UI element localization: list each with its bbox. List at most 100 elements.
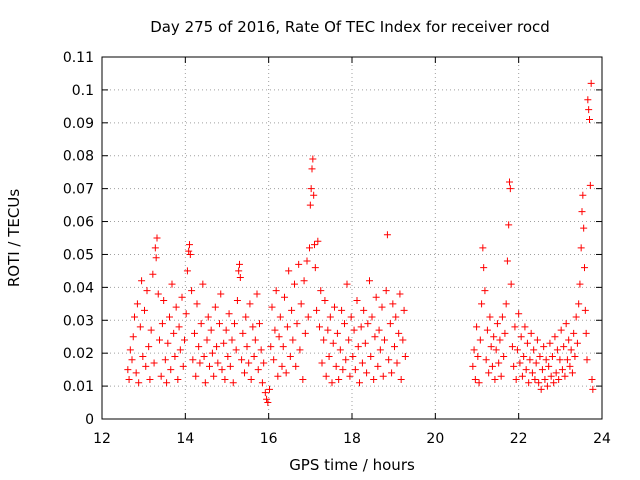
data-point bbox=[486, 313, 494, 321]
x-tick-label: 16 bbox=[260, 431, 278, 447]
data-point bbox=[571, 352, 579, 360]
data-point bbox=[126, 346, 134, 354]
data-point bbox=[333, 329, 341, 337]
data-point bbox=[329, 339, 337, 347]
data-point bbox=[318, 359, 326, 367]
x-tick-label: 18 bbox=[343, 431, 361, 447]
data-point bbox=[345, 336, 353, 344]
data-point bbox=[206, 362, 213, 370]
data-point bbox=[507, 280, 515, 288]
y-tick-label: 0.1 bbox=[72, 83, 94, 99]
data-point bbox=[501, 329, 509, 337]
data-point bbox=[542, 356, 550, 364]
data-point bbox=[226, 362, 234, 370]
data-point bbox=[479, 244, 487, 252]
x-tick-label: 12 bbox=[93, 431, 111, 447]
data-point bbox=[231, 320, 238, 328]
data-point bbox=[557, 326, 565, 334]
data-point bbox=[152, 254, 160, 262]
data-point bbox=[517, 333, 525, 341]
data-point bbox=[208, 349, 216, 357]
y-tick-label: 0.03 bbox=[63, 313, 94, 329]
data-point bbox=[322, 372, 330, 380]
data-point bbox=[314, 237, 322, 245]
y-tick-label: 0.08 bbox=[63, 149, 94, 165]
data-point bbox=[210, 372, 218, 380]
data-point bbox=[389, 300, 397, 308]
data-point bbox=[533, 336, 541, 344]
data-point bbox=[168, 280, 176, 288]
data-point bbox=[156, 336, 163, 344]
data-point bbox=[500, 352, 508, 360]
data-point bbox=[242, 313, 250, 321]
data-point bbox=[128, 356, 136, 364]
data-point bbox=[586, 116, 593, 124]
data-point bbox=[395, 329, 403, 337]
data-point bbox=[578, 208, 586, 216]
data-point bbox=[351, 366, 359, 374]
data-point bbox=[179, 362, 187, 370]
data-point bbox=[371, 333, 379, 341]
data-point bbox=[166, 313, 173, 321]
data-point bbox=[469, 362, 477, 370]
data-point bbox=[577, 244, 585, 252]
data-point bbox=[306, 201, 314, 209]
data-point bbox=[505, 221, 513, 229]
data-point bbox=[581, 306, 589, 314]
data-point bbox=[147, 326, 155, 334]
data-point bbox=[171, 352, 179, 360]
data-point bbox=[303, 257, 311, 265]
data-point bbox=[374, 362, 382, 370]
data-point bbox=[555, 376, 563, 384]
data-point bbox=[518, 372, 526, 380]
data-point bbox=[250, 352, 258, 360]
data-point bbox=[175, 323, 183, 331]
data-point bbox=[397, 376, 405, 384]
data-point bbox=[241, 369, 248, 377]
data-point bbox=[496, 336, 504, 344]
data-point bbox=[286, 352, 294, 360]
data-point bbox=[361, 339, 369, 347]
data-point bbox=[136, 323, 144, 331]
data-point bbox=[161, 356, 169, 364]
gridlines bbox=[102, 57, 602, 419]
data-point bbox=[378, 303, 386, 311]
data-point bbox=[222, 326, 230, 334]
x-tick-label: 22 bbox=[510, 431, 528, 447]
data-point bbox=[235, 267, 243, 275]
data-point bbox=[309, 155, 317, 163]
data-point bbox=[521, 323, 529, 331]
data-point bbox=[482, 356, 490, 364]
data-point bbox=[296, 346, 304, 354]
data-point bbox=[253, 290, 261, 298]
data-point bbox=[575, 300, 583, 308]
data-point bbox=[293, 320, 301, 328]
data-point bbox=[200, 352, 208, 360]
data-point bbox=[288, 306, 296, 314]
data-point bbox=[342, 356, 350, 364]
data-point bbox=[217, 290, 225, 298]
data-point bbox=[335, 376, 343, 384]
data-point bbox=[513, 346, 521, 354]
data-point bbox=[132, 369, 140, 377]
data-point bbox=[191, 329, 198, 337]
data-point bbox=[579, 191, 587, 199]
data-point bbox=[216, 320, 223, 328]
y-axis-label: ROTI / TECUs bbox=[5, 189, 23, 287]
data-point bbox=[297, 300, 305, 308]
data-point bbox=[143, 287, 151, 295]
data-point bbox=[540, 343, 548, 351]
data-point bbox=[326, 313, 334, 321]
data-point bbox=[393, 359, 401, 367]
data-point bbox=[163, 379, 171, 387]
data-point bbox=[281, 293, 288, 301]
data-point bbox=[388, 369, 396, 377]
data-point bbox=[535, 379, 543, 387]
data-point bbox=[400, 306, 408, 314]
data-point bbox=[254, 366, 262, 374]
data-point bbox=[523, 339, 531, 347]
data-point bbox=[195, 343, 203, 351]
data-point bbox=[558, 366, 566, 374]
data-point bbox=[193, 300, 201, 308]
data-point bbox=[471, 376, 479, 384]
